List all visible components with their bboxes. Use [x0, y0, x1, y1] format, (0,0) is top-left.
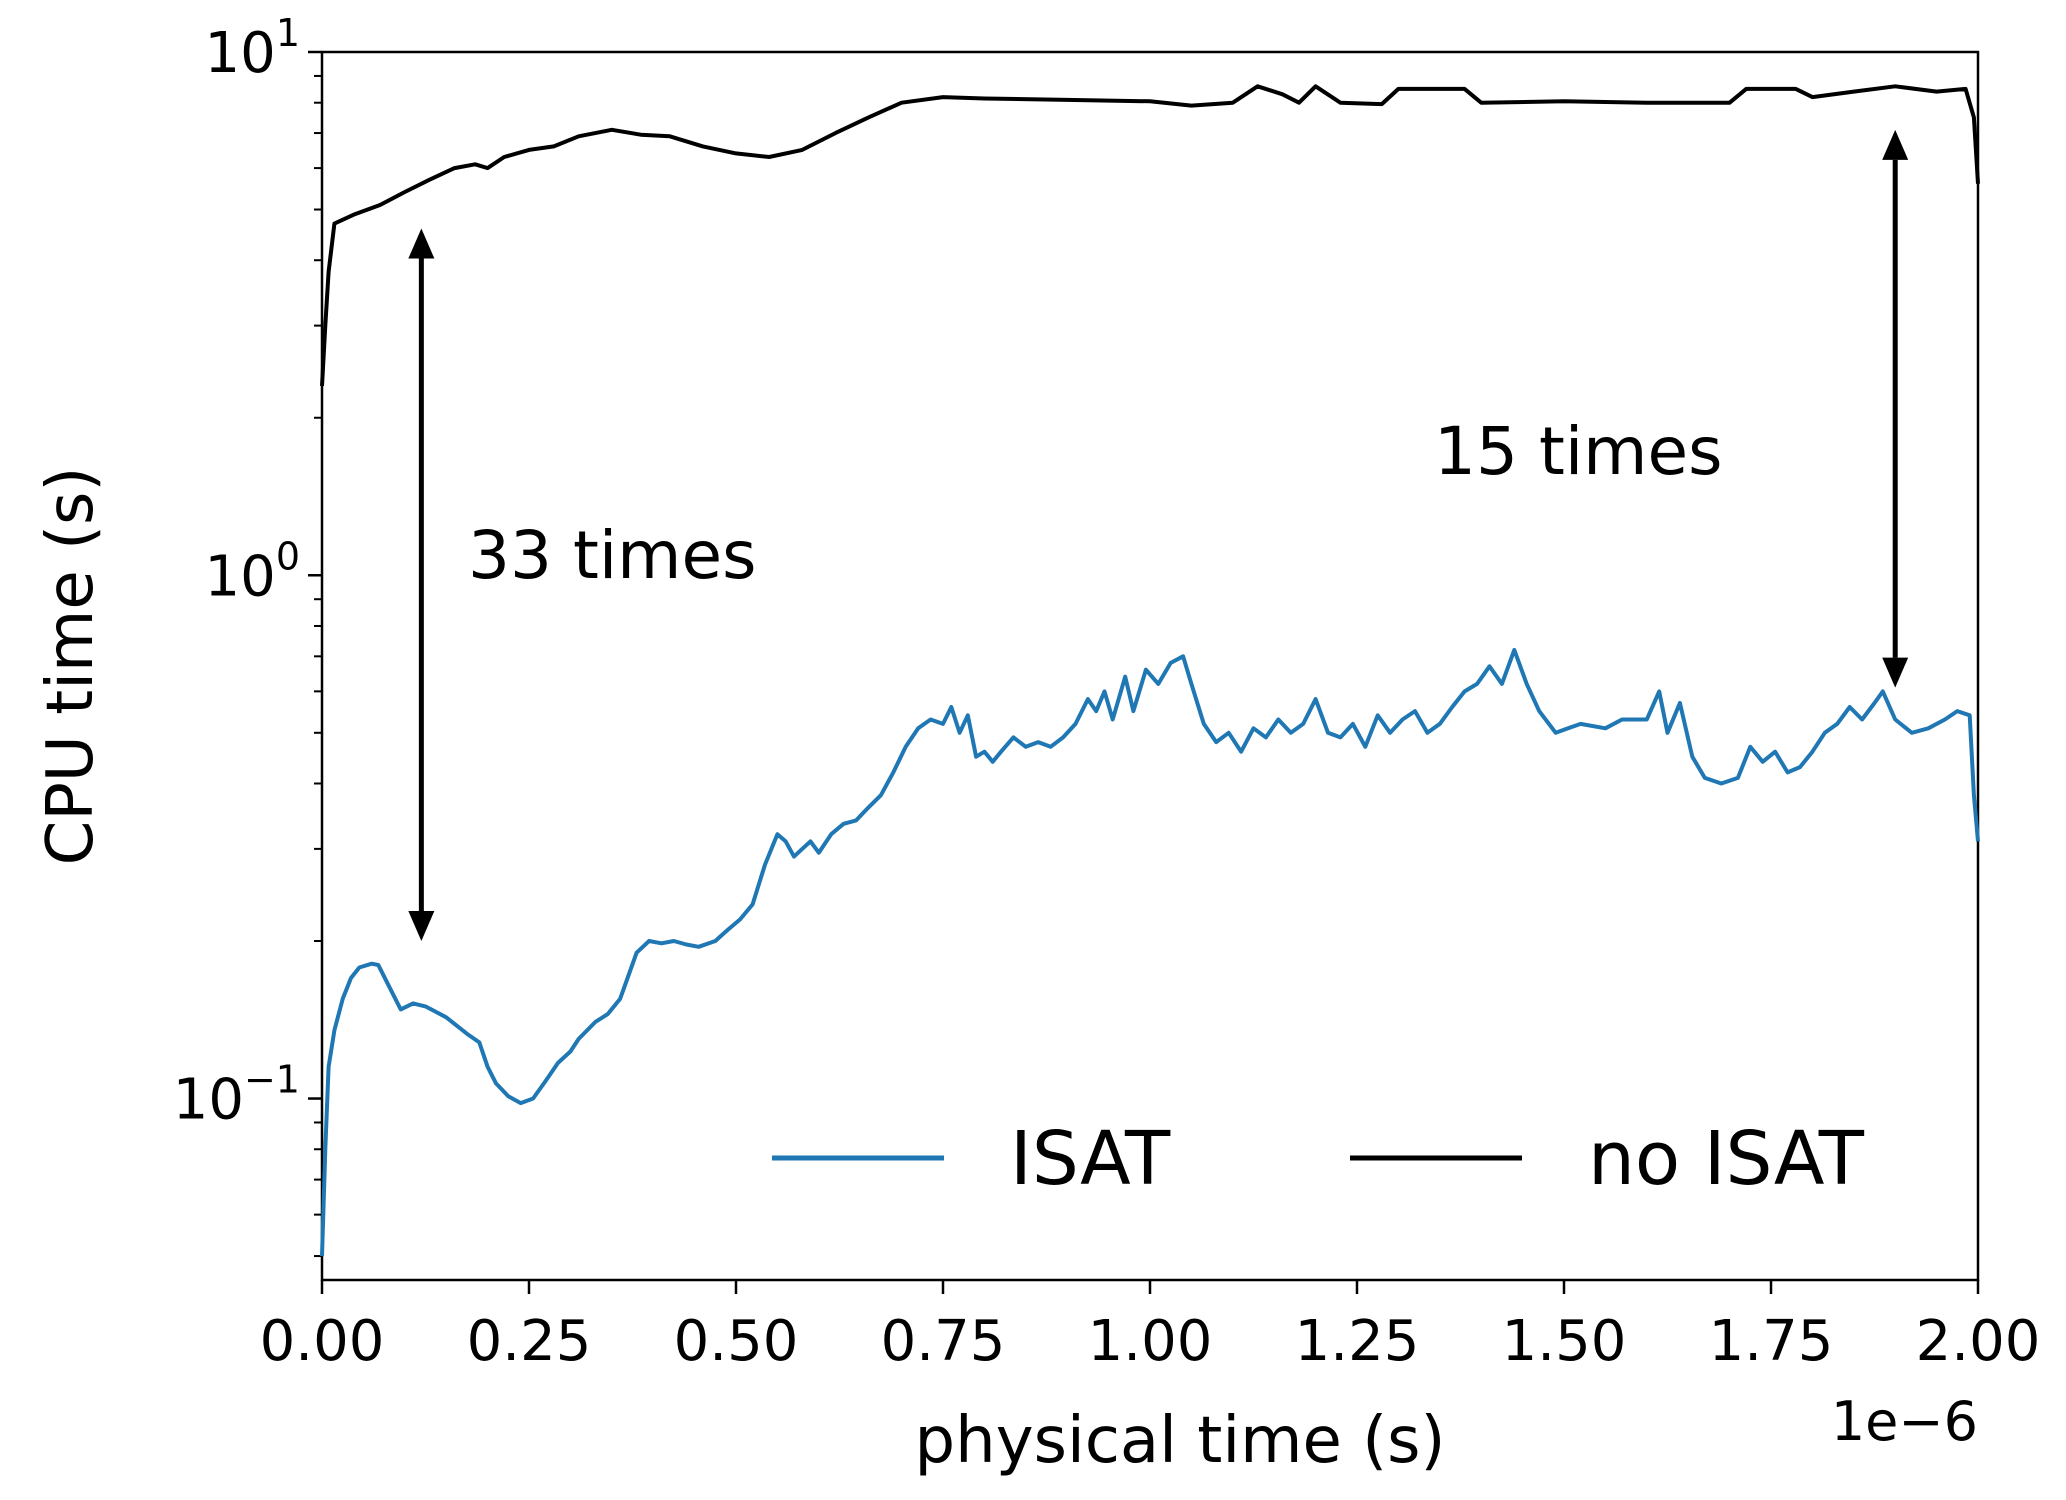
- legend-label: ISAT: [1010, 1116, 1171, 1202]
- annotation-arrow-head-up: [408, 228, 435, 259]
- legend-label: no ISAT: [1588, 1116, 1865, 1202]
- series-line-isat: [320, 647, 1980, 1257]
- annotation-arrow-head-down: [408, 911, 435, 942]
- x-axis-ticks: 0.00 0.25 0.50 0.75 1.00 1.25 1.50 1.75 2.00: [260, 1280, 2041, 1374]
- series-line-no-isat: [320, 84, 1980, 387]
- series-lines: [320, 84, 1980, 1257]
- y-axis-ticks: 10−1 100 101: [173, 11, 322, 1258]
- x-tick-label: 0.75: [881, 1309, 1006, 1374]
- annotation-label: 33 times: [468, 517, 756, 594]
- x-tick-label: 0.00: [260, 1309, 385, 1374]
- x-tick-label: 0.25: [467, 1309, 592, 1374]
- x-axis-offset-text: 1e−6: [1831, 1390, 1978, 1453]
- annotation-arrow-head-up: [1882, 129, 1909, 160]
- plot-area: 0.00 0.25 0.50 0.75 1.00 1.25 1.50 1.75 2.00 10−…: [173, 11, 2041, 1374]
- annotations: 33 times 15 times: [408, 129, 1909, 942]
- plot-frame: [320, 50, 1980, 1282]
- x-tick-label: 1.00: [1088, 1309, 1213, 1374]
- annotation-label: 15 times: [1434, 413, 1722, 490]
- x-tick-label: 2.00: [1916, 1309, 2041, 1374]
- y-axis-label: CPU time (s): [34, 467, 108, 866]
- x-tick-label: 1.75: [1709, 1309, 1834, 1374]
- y-tick-label: 100: [205, 534, 300, 609]
- x-tick-label: 1.25: [1295, 1309, 1420, 1374]
- y-tick-label: 10−1: [173, 1058, 300, 1133]
- y-tick-label: 101: [205, 11, 300, 86]
- annotation-arrow-head-down: [1882, 657, 1909, 688]
- x-axis-label: physical time (s): [915, 1404, 1446, 1478]
- x-tick-label: 1.50: [1502, 1309, 1627, 1374]
- legend: ISAT no ISAT: [772, 1116, 1865, 1202]
- x-tick-label: 0.50: [674, 1309, 799, 1374]
